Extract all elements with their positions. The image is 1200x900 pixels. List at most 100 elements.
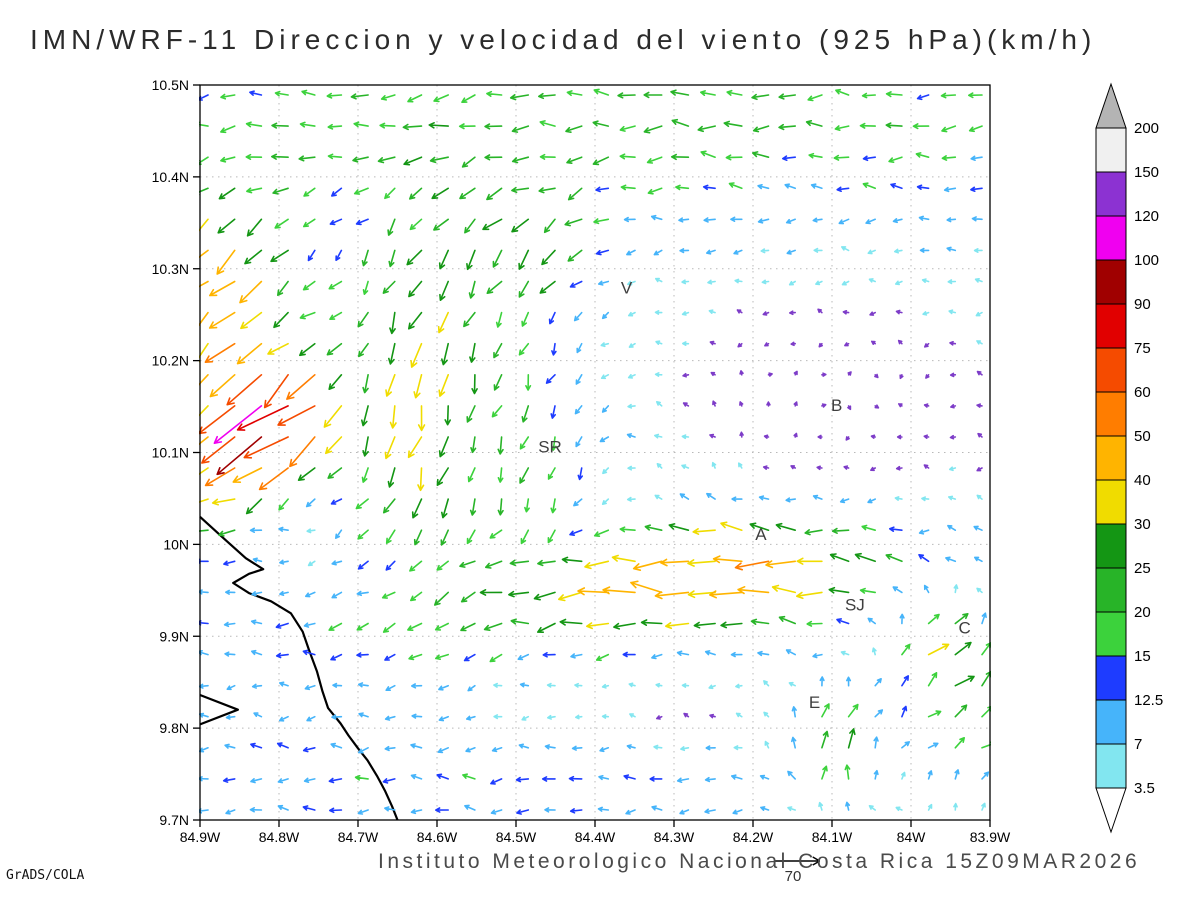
wind-arrow [841, 246, 850, 252]
wind-arrow [847, 703, 859, 718]
wind-arrow [438, 715, 449, 722]
wind-arrow [861, 92, 876, 99]
wind-arrow [623, 774, 636, 780]
wind-arrow [670, 89, 690, 96]
wind-arrow [592, 156, 610, 166]
wind-arrow [408, 311, 423, 330]
wind-arrow [896, 434, 903, 440]
wind-arrow [274, 90, 289, 97]
wind-arrow [890, 183, 903, 190]
wind-arrow [433, 218, 449, 231]
reference-arrow-line [774, 856, 821, 866]
wind-arrow [201, 436, 236, 464]
wind-arrow [763, 711, 770, 718]
wind-arrow [271, 122, 289, 129]
wind-arrow [459, 560, 476, 568]
wind-arrow [760, 248, 770, 254]
wind-arrow [901, 705, 908, 718]
wind-arrow [277, 280, 289, 296]
wind-arrow [387, 218, 396, 236]
wind-arrow [355, 218, 369, 226]
wind-arrow [833, 154, 850, 161]
wind-arrow [842, 310, 850, 315]
wind-arrow [275, 622, 289, 629]
wind-arrow [650, 214, 663, 221]
wind-arrow [380, 94, 396, 101]
wind-arrow [919, 247, 930, 253]
wind-arrow [272, 187, 289, 195]
wind-arrow [218, 529, 236, 537]
wind-arrow [927, 803, 933, 811]
wind-arrow [277, 804, 289, 811]
colorbar-segment [1095, 215, 1127, 261]
station-label: E [809, 693, 820, 712]
wind-arrow [784, 183, 796, 190]
wind-arrow [736, 309, 743, 314]
wind-arrow [735, 683, 743, 689]
wind-arrow [923, 403, 930, 408]
wind-arrow [467, 684, 476, 692]
wind-arrow [821, 765, 828, 780]
wind-arrow [461, 94, 476, 103]
wind-arrow [303, 187, 316, 197]
wind-arrow [735, 712, 743, 718]
wind-arrow [793, 401, 798, 407]
wind-arrow [482, 218, 503, 231]
wind-arrow [486, 90, 503, 97]
wind-arrow [710, 371, 716, 377]
wind-arrow [329, 311, 343, 320]
wind-arrow [199, 374, 209, 386]
wind-arrow [331, 714, 343, 720]
wind-arrow [385, 374, 396, 397]
wind-arrow [897, 339, 903, 345]
wind-arrow [577, 587, 610, 596]
wind-arrow [408, 653, 423, 661]
wind-arrow [974, 556, 983, 563]
wind-arrow [789, 310, 796, 316]
wind-arrow [357, 560, 369, 570]
colorbar-label: 75 [1134, 340, 1151, 357]
wind-arrow [757, 650, 770, 657]
wind-arrow [329, 218, 343, 226]
wind-arrow [299, 311, 316, 320]
wind-arrow [524, 498, 530, 513]
wind-arrow [518, 280, 530, 298]
wind-arrow [327, 123, 343, 130]
y-axis-tick-label: 10.5N [152, 77, 189, 93]
x-axis-tick-label: 83.9W [970, 829, 1011, 845]
wind-arrow [199, 683, 209, 689]
wind-arrow [680, 746, 690, 752]
wind-arrow [733, 249, 743, 255]
wind-arrow [599, 747, 610, 753]
wind-arrow [874, 404, 880, 409]
wind-arrow [323, 405, 343, 428]
wind-arrow [289, 436, 316, 468]
wind-arrow [819, 676, 825, 687]
wind-arrow [793, 432, 798, 438]
wind-arrow [651, 805, 663, 811]
wind-arrow [225, 809, 236, 815]
wind-arrow [831, 527, 850, 534]
wind-arrow [975, 311, 983, 317]
wind-arrow [537, 622, 556, 633]
wind-arrow [601, 498, 610, 505]
wind-arrow [817, 434, 823, 440]
wind-arrow [362, 436, 369, 457]
wind-arrow [525, 374, 532, 391]
station-label: SR [538, 438, 562, 457]
wind-arrow [709, 340, 716, 346]
wind-arrow [676, 777, 690, 783]
station-label: B [831, 396, 842, 415]
wind-arrow [286, 374, 316, 400]
wind-arrow [569, 280, 583, 288]
wind-arrow [918, 215, 930, 221]
wind-arrow [573, 311, 583, 322]
wind-arrow [950, 404, 957, 409]
wind-arrow [973, 248, 983, 253]
wind-arrow [681, 434, 690, 440]
wind-arrow [566, 156, 583, 164]
wind-arrow [362, 280, 369, 295]
wind-arrow [547, 529, 556, 544]
wind-arrow [807, 94, 823, 102]
wind-arrow [493, 342, 503, 359]
